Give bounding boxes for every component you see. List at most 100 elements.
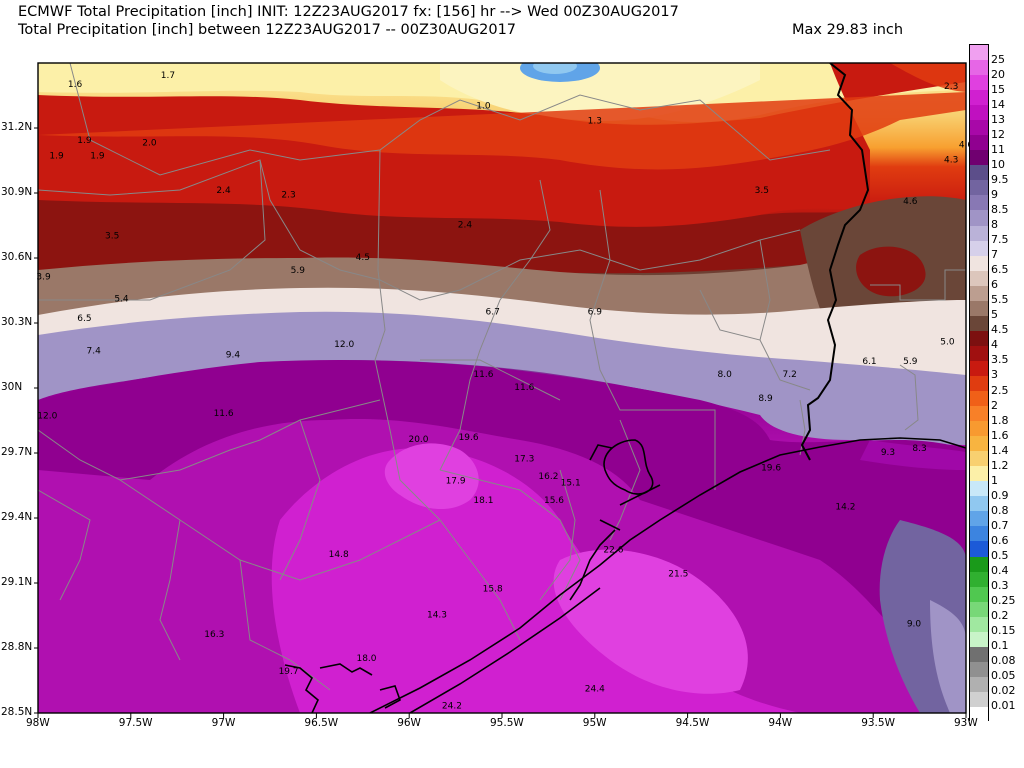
colorbar-label: 14 [991,97,1005,111]
colorbar-swatch [970,541,988,557]
map-title: ECMWF Total Precipitation [inch] INIT: 1… [18,4,679,20]
colorbar-swatch [970,315,988,332]
precip-value-label: 4.6 [903,197,918,207]
longitude-label: 98W [26,717,50,729]
precip-value-label: 2.3 [281,190,295,200]
colorbar-swatch [970,421,988,437]
colorbar-label: 0.7 [991,518,1009,532]
colorbar-label: 20 [991,67,1005,81]
colorbar-label: 3 [991,368,998,382]
precip-value-label: 1.6 [68,80,83,90]
precip-value-label: 11.6 [214,409,234,419]
colorbar-label: 0.5 [991,549,1009,562]
latitude-label: 30.3N [1,316,33,328]
longitude-label: 96.5W [304,717,339,729]
precip-value-label: 8.9 [758,394,773,404]
precip-value-label: 18.1 [473,496,493,506]
precip-value-label: 14.2 [835,502,855,512]
colorbar-swatch [970,451,988,467]
longitude-label: 97W [211,717,236,729]
colorbar-label: 0.3 [991,579,1009,593]
colorbar-label: 0.6 [991,533,1009,547]
precip-value-label: 22.6 [603,546,623,556]
longitude-label: 94W [768,717,793,729]
colorbar-swatch [970,240,988,257]
precip-value-labels: 1.6 1.7 1.0 1.3 2.3 1.9 1.9 1.9 2.0 4.6 4.3 2.4 2.3 3… [36,71,973,712]
precip-value-label: 8.0 [718,370,733,380]
precip-value-label: 19.7 [279,667,299,677]
colorbar-swatch [970,345,988,362]
colorbar-label: 0.01 [991,699,1016,713]
colorbar-swatch [970,135,988,151]
precip-value-label: 4.3 [944,156,958,166]
longitude-label: 93W [954,717,978,729]
colorbar-swatch [970,255,988,272]
colorbar-swatch [970,90,988,106]
precip-value-label: 16.3 [204,630,224,640]
colorbar-swatch [970,391,988,407]
precip-value-label: 17.3 [514,455,534,465]
precip-value-label: 14.3 [427,611,447,621]
precip-value-label: 7.2 [783,370,797,380]
precip-value-label: 1.9 [90,151,105,161]
colorbar-label: 1.6 [991,428,1009,442]
colorbar-swatch [970,616,988,633]
precip-value-label: 6.7 [486,307,500,317]
precip-value-label: 16.2 [538,472,558,482]
map-subtitle: Total Precipitation [inch] between 12Z23… [18,22,517,38]
colorbar-swatch [970,60,988,76]
colorbar-label: 11 [991,142,1005,156]
colorbar-swatch [970,45,988,61]
colorbar-label: 1.4 [991,443,1009,457]
colorbar-swatch [970,556,988,573]
precip-value-label: 17.9 [446,476,466,486]
precip-value-label: 1.3 [588,117,602,127]
colorbar-swatch [970,195,988,211]
precip-value-label: 5.9 [903,357,918,367]
precip-value-label: 12.0 [334,340,354,350]
latitude-label: 30.6N [1,251,33,263]
latitude-label: 31.2N [1,121,33,133]
colorbar-label: 7.5 [991,233,1009,247]
precip-value-label: 18.0 [356,654,376,664]
latitude-label: 29.1N [1,576,33,588]
colorbar-label: 1 [991,473,998,487]
precip-value-label: 1.0 [476,102,491,112]
precip-value-label: 21.5 [668,570,688,580]
colorbar-swatch [970,165,988,181]
latitude-label: 29.7N [1,446,33,458]
precip-value-label: 12.0 [37,411,57,421]
axis-ticks [34,127,967,718]
precip-value-label: 5.9 [291,266,306,276]
longitude-label: 94.5W [675,717,710,729]
precip-value-label: 6.1 [862,357,876,367]
precip-value-label: 8.3 [912,444,926,454]
colorbar-label: 0.02 [991,684,1016,698]
precip-value-label: 4.5 [356,253,370,263]
colorbar-label: 8 [991,218,998,232]
colorbar-label: 0.2 [991,609,1009,623]
colorbar-swatch [970,75,988,91]
coastline [284,437,966,713]
colorbar-label: 0.8 [991,503,1009,517]
county-boundaries [38,63,966,691]
colorbar-label: 6.5 [991,263,1009,277]
colorbar-label: 5.5 [991,293,1009,307]
colorbar-swatch [970,180,988,196]
latitude-label: 30N [1,381,23,393]
precip-value-label: 9.4 [226,351,241,361]
colorbar-swatch [970,150,988,166]
colorbar-swatch [970,360,988,377]
colorbar-swatch [970,436,988,452]
colorbar-swatch [970,105,988,121]
colorbar-label: 1.2 [991,458,1009,472]
colorbar-swatch [970,300,988,317]
colorbar-label: 4.5 [991,323,1009,337]
precip-value-label: 3.5 [105,232,119,242]
colorbar-label: 1.8 [991,413,1009,427]
precip-value-label: 11.6 [473,370,493,380]
colorbar-swatch [970,661,988,678]
colorbar-swatch [970,706,988,723]
colorbar-swatch [970,330,988,347]
colorbar-label: 9 [991,187,998,201]
